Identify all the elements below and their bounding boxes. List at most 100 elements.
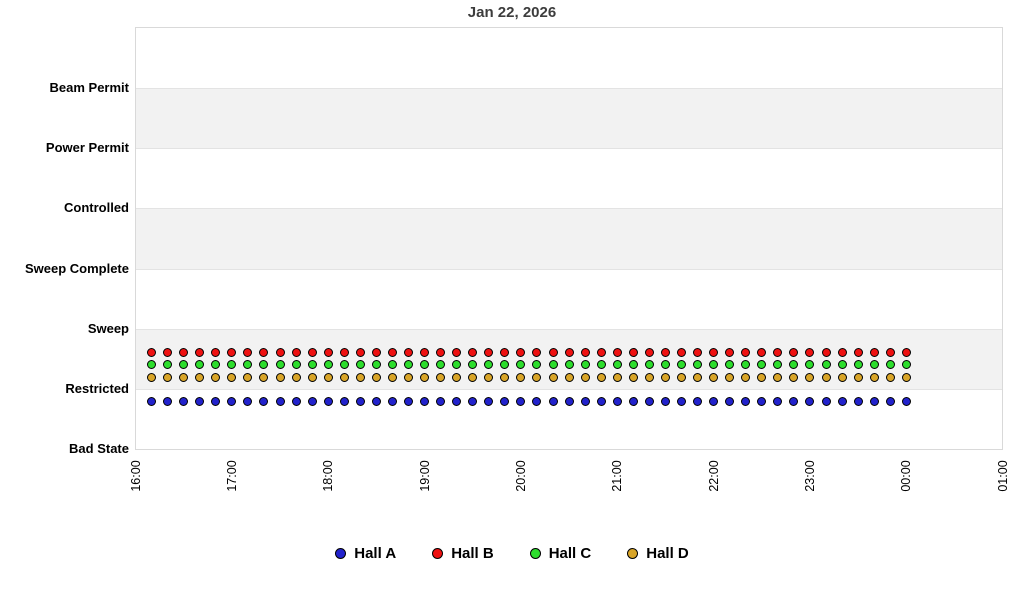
data-point-hall-c xyxy=(596,360,606,370)
data-point-hall-c xyxy=(259,360,269,370)
x-axis-tick-label: 01:00 xyxy=(995,460,1010,492)
data-point-hall-b xyxy=(660,348,670,358)
data-point-hall-b xyxy=(596,348,606,358)
data-point-hall-b xyxy=(420,348,430,358)
legend-label-hall-c: Hall C xyxy=(548,544,592,562)
data-point-hall-c xyxy=(853,360,863,370)
data-point-hall-a xyxy=(387,397,397,406)
data-point-hall-a xyxy=(789,397,799,406)
data-point-hall-c xyxy=(869,360,879,370)
data-point-hall-d xyxy=(644,372,654,382)
data-point-hall-d xyxy=(275,372,285,382)
data-point-hall-b xyxy=(163,348,173,358)
data-point-hall-b xyxy=(339,348,349,358)
data-point-hall-d xyxy=(789,372,799,382)
data-point-hall-c xyxy=(291,360,301,370)
plot-gridline xyxy=(136,388,1002,390)
data-point-hall-c xyxy=(387,360,397,370)
data-point-hall-c xyxy=(709,360,719,370)
data-point-hall-a xyxy=(227,397,237,406)
plot-gridline xyxy=(136,268,1002,270)
legend-dot-hall-b xyxy=(432,547,444,559)
data-point-hall-c xyxy=(741,360,751,370)
data-point-hall-d xyxy=(243,372,253,382)
data-point-hall-d xyxy=(147,372,157,382)
data-point-hall-b xyxy=(243,348,253,358)
data-point-hall-d xyxy=(484,372,494,382)
data-point-hall-d xyxy=(468,372,478,382)
data-point-hall-c xyxy=(837,360,847,370)
data-point-hall-b xyxy=(580,348,590,358)
data-point-hall-d xyxy=(516,372,526,382)
data-point-hall-c xyxy=(468,360,478,370)
data-point-hall-c xyxy=(885,360,895,370)
legend-label-hall-a: Hall A xyxy=(354,544,397,562)
y-axis-label: Beam Permit xyxy=(49,80,129,96)
x-axis-tick-label: 18:00 xyxy=(321,460,336,492)
data-point-hall-a xyxy=(532,397,542,406)
data-point-hall-d xyxy=(693,372,703,382)
data-point-hall-b xyxy=(837,348,847,358)
plot-gridline xyxy=(136,208,1002,210)
data-point-hall-b xyxy=(323,348,333,358)
data-point-hall-c xyxy=(355,360,365,370)
data-point-hall-a xyxy=(420,397,430,406)
data-point-hall-a xyxy=(741,397,751,406)
data-point-hall-a xyxy=(452,397,462,406)
y-axis-label: Controlled xyxy=(64,200,129,216)
plot-band xyxy=(136,88,1002,149)
plot-gridline xyxy=(136,148,1002,150)
y-axis-label: Sweep Complete xyxy=(24,260,129,276)
data-point-hall-d xyxy=(532,372,542,382)
data-point-hall-c xyxy=(805,360,815,370)
x-axis-tick-label: 22:00 xyxy=(706,460,721,492)
data-point-hall-b xyxy=(901,348,911,358)
data-point-hall-c xyxy=(612,360,622,370)
data-point-hall-a xyxy=(805,397,815,406)
data-point-hall-a xyxy=(628,397,638,406)
legend-item-hall-d: Hall D xyxy=(627,545,689,562)
data-point-hall-b xyxy=(869,348,879,358)
data-point-hall-b xyxy=(885,348,895,358)
legend-dot-hall-d xyxy=(627,547,639,559)
data-point-hall-d xyxy=(757,372,767,382)
data-point-hall-b xyxy=(275,348,285,358)
data-point-hall-b xyxy=(789,348,799,358)
x-axis-tick-label: 17:00 xyxy=(224,460,239,492)
data-point-hall-d xyxy=(195,372,205,382)
data-point-hall-b xyxy=(628,348,638,358)
data-point-hall-d xyxy=(259,372,269,382)
data-point-hall-a xyxy=(548,397,558,406)
plot-area xyxy=(135,27,1003,450)
data-point-hall-d xyxy=(323,372,333,382)
y-axis-label: Power Permit xyxy=(45,140,129,156)
y-axis-label: Bad State xyxy=(69,441,129,456)
data-point-hall-d xyxy=(741,372,751,382)
data-point-hall-a xyxy=(612,397,622,406)
data-point-hall-c xyxy=(403,360,413,370)
data-point-hall-a xyxy=(869,397,879,406)
data-point-hall-c xyxy=(693,360,703,370)
data-point-hall-a xyxy=(195,397,205,406)
data-point-hall-d xyxy=(725,372,735,382)
data-point-hall-c xyxy=(821,360,831,370)
data-point-hall-b xyxy=(436,348,446,358)
data-point-hall-d xyxy=(339,372,349,382)
data-point-hall-c xyxy=(516,360,526,370)
data-point-hall-c xyxy=(227,360,237,370)
data-point-hall-d xyxy=(403,372,413,382)
data-point-hall-d xyxy=(660,372,670,382)
data-point-hall-c xyxy=(163,360,173,370)
data-point-hall-b xyxy=(725,348,735,358)
data-point-hall-d xyxy=(179,372,189,382)
data-point-hall-b xyxy=(227,348,237,358)
data-point-hall-a xyxy=(693,397,703,406)
data-point-hall-c xyxy=(371,360,381,370)
data-point-hall-b xyxy=(291,348,301,358)
data-point-hall-b xyxy=(709,348,719,358)
data-point-hall-a xyxy=(500,397,510,406)
data-point-hall-b xyxy=(741,348,751,358)
data-point-hall-b xyxy=(468,348,478,358)
data-point-hall-b xyxy=(693,348,703,358)
data-point-hall-c xyxy=(548,360,558,370)
